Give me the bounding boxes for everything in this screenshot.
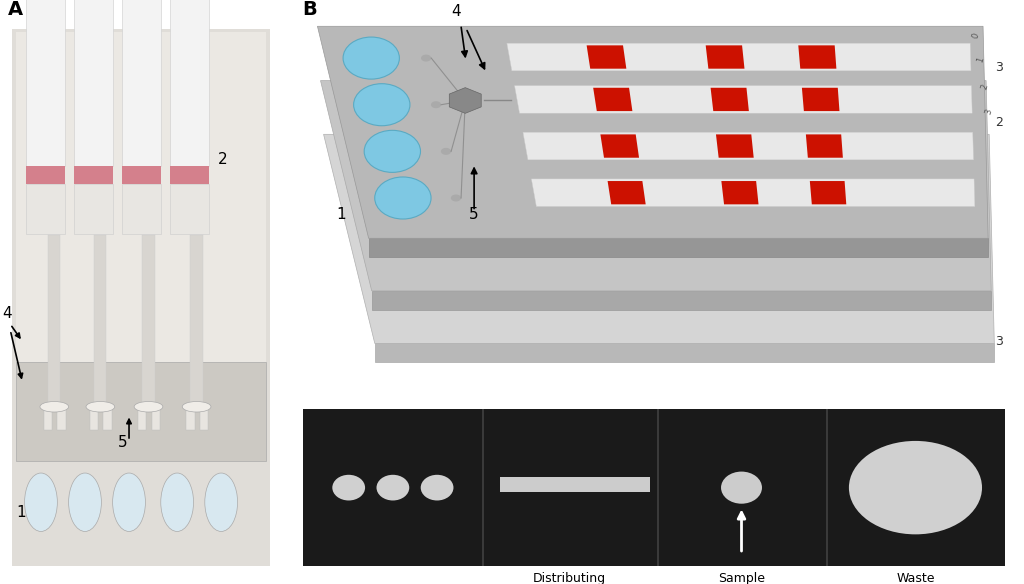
Bar [190,235,203,406]
Bar [94,235,106,406]
Bar [26,184,65,234]
Ellipse shape [353,84,410,126]
Bar [825,409,827,566]
Ellipse shape [113,473,145,531]
Bar [200,406,208,430]
Bar [170,0,209,166]
Bar [152,406,160,430]
Bar [26,0,65,166]
Text: 2: 2 [995,116,1004,128]
Bar [90,406,98,430]
Text: 1: 1 [16,505,26,520]
Text: 2: 2 [980,83,990,91]
Polygon shape [593,88,633,111]
Bar [74,0,113,166]
Bar [657,409,659,566]
Bar [138,406,146,430]
Text: 2: 2 [218,151,227,166]
Polygon shape [523,133,974,160]
Ellipse shape [40,402,69,412]
Ellipse shape [375,177,431,219]
Polygon shape [799,46,837,69]
Polygon shape [531,179,975,207]
Ellipse shape [343,37,399,79]
Text: Distributing
channel: Distributing channel [534,572,606,584]
Polygon shape [721,181,759,204]
Bar [170,184,209,234]
Polygon shape [607,181,646,204]
Text: 4: 4 [451,4,461,19]
Text: 1: 1 [336,207,345,222]
Polygon shape [706,46,744,69]
Bar [500,477,650,492]
Ellipse shape [161,473,194,531]
Bar [26,166,65,184]
Ellipse shape [421,54,431,61]
Ellipse shape [134,402,163,412]
Polygon shape [375,343,994,362]
Ellipse shape [69,473,101,531]
Text: 0: 0 [971,32,981,40]
Polygon shape [806,134,843,158]
Text: 3: 3 [995,61,1004,74]
Text: 4: 4 [2,306,11,321]
Text: A: A [8,0,24,19]
Text: 3: 3 [995,335,1004,347]
Polygon shape [514,86,972,113]
Ellipse shape [333,475,366,500]
Polygon shape [324,134,994,343]
Text: Sample
zone: Sample zone [718,572,765,584]
Ellipse shape [365,130,421,172]
Ellipse shape [451,194,461,201]
Bar [482,409,484,566]
Ellipse shape [205,473,238,531]
Polygon shape [600,134,639,158]
Bar [122,184,161,234]
Polygon shape [369,238,988,257]
Polygon shape [317,26,988,238]
Bar [44,406,52,430]
Polygon shape [507,43,971,71]
Bar [122,166,161,184]
Ellipse shape [721,472,762,503]
Polygon shape [321,81,991,291]
Text: Waste
panel: Waste panel [896,572,935,584]
Ellipse shape [849,441,982,534]
Bar [16,362,266,461]
Text: 5: 5 [118,434,127,450]
Bar [74,166,113,184]
Bar [103,406,112,430]
Bar [122,0,161,166]
Bar [48,235,60,406]
Polygon shape [716,134,754,158]
Polygon shape [372,291,991,310]
Ellipse shape [421,475,454,500]
Bar [303,409,1005,566]
Ellipse shape [441,148,452,155]
Polygon shape [587,46,627,69]
Bar [16,32,266,362]
Ellipse shape [377,475,410,500]
Bar [57,406,66,430]
Text: B: B [302,0,316,19]
Text: 5: 5 [469,207,478,222]
Polygon shape [810,181,846,204]
Polygon shape [450,88,481,113]
Text: 3: 3 [984,108,994,116]
Ellipse shape [86,402,115,412]
Ellipse shape [182,402,211,412]
Bar [170,166,209,184]
Bar [186,406,195,430]
Bar [142,235,155,406]
Ellipse shape [431,101,441,108]
Text: 1: 1 [976,55,986,63]
Bar [74,184,113,234]
Polygon shape [711,88,749,111]
Bar [12,29,270,566]
Polygon shape [802,88,840,111]
Ellipse shape [25,473,57,531]
